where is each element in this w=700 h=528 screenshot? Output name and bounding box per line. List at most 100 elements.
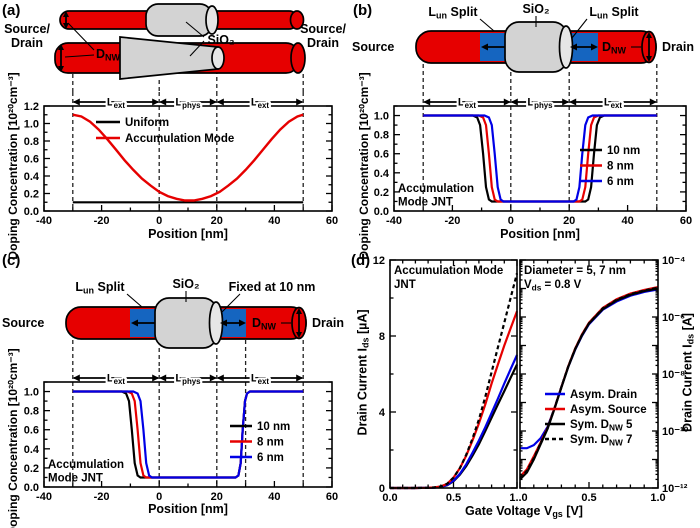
svg-text:0.0: 0.0 bbox=[24, 482, 39, 494]
panel-label-d: (d) bbox=[351, 252, 371, 269]
svg-text:0.2: 0.2 bbox=[374, 187, 389, 199]
svg-text:Lext: Lext bbox=[251, 373, 270, 387]
drain-label: Drain bbox=[662, 40, 694, 54]
source-drain-left-label: Source/ bbox=[4, 22, 50, 36]
guide-dashes bbox=[422, 64, 658, 92]
svg-text:0.6: 0.6 bbox=[24, 154, 39, 166]
svg-text:-20: -20 bbox=[444, 215, 460, 227]
sio2-label: SiO₂ bbox=[522, 2, 549, 16]
svg-text:6 nm: 6 nm bbox=[607, 176, 634, 188]
svg-text:20: 20 bbox=[211, 215, 223, 227]
svg-text:0.8: 0.8 bbox=[24, 136, 39, 148]
svg-text:40: 40 bbox=[268, 215, 280, 227]
svg-text:JNT: JNT bbox=[394, 279, 416, 291]
panel-label-b: (b) bbox=[353, 2, 373, 19]
svg-text:0.4: 0.4 bbox=[24, 171, 40, 183]
svg-text:Diameter = 5, 7 nm: Diameter = 5, 7 nm bbox=[524, 265, 626, 277]
svg-text:Lext: Lext bbox=[604, 97, 623, 111]
svg-text:0.2: 0.2 bbox=[24, 189, 39, 201]
dnw-label: DNW bbox=[252, 316, 277, 332]
svg-text:1.0: 1.0 bbox=[374, 111, 389, 123]
diameter-arrow bbox=[646, 32, 652, 62]
svg-text:4: 4 bbox=[379, 407, 386, 419]
source-drain-right-label2: Drain bbox=[307, 36, 339, 50]
svg-text:0: 0 bbox=[508, 215, 514, 227]
svg-text:60: 60 bbox=[326, 491, 338, 503]
svg-text:0.5: 0.5 bbox=[581, 492, 596, 504]
lun-split-left-label: Lun Split bbox=[428, 5, 478, 21]
svg-text:0.8: 0.8 bbox=[374, 130, 389, 142]
y-axis-title-d-left: Drain Current Ids [µA] bbox=[355, 309, 371, 436]
svg-text:10⁻⁸: 10⁻⁸ bbox=[662, 369, 685, 381]
svg-text:0.6: 0.6 bbox=[24, 425, 39, 437]
svg-text:-40: -40 bbox=[36, 491, 52, 503]
svg-text:1.0: 1.0 bbox=[24, 119, 39, 131]
lun-split-right-label: Lun Split bbox=[589, 5, 639, 21]
panel-label-a: (a) bbox=[2, 2, 21, 19]
y-axis-title-c: Doping Concentration [10²⁰cm⁻³] bbox=[6, 348, 20, 528]
svg-text:Accumulation: Accumulation bbox=[48, 459, 124, 471]
svg-text:12: 12 bbox=[373, 255, 385, 267]
svg-text:Lext: Lext bbox=[107, 373, 126, 387]
svg-text:60: 60 bbox=[326, 215, 338, 227]
svg-text:60: 60 bbox=[680, 215, 692, 227]
x-axis-title-d: Gate Voltage Vgs [V] bbox=[465, 504, 583, 519]
sio2-label: SiO₂ bbox=[207, 33, 234, 47]
svg-text:0.0: 0.0 bbox=[24, 206, 39, 218]
source-drain-right-label: Source/ bbox=[300, 22, 346, 36]
lun-arrow-left bbox=[481, 43, 505, 51]
guide-dashes bbox=[72, 340, 304, 368]
transfer-curve-chart-log: 0.0 0.5 1.0 10⁻⁴ 10⁻⁶ 10⁻⁸ 10⁻¹⁰ 10⁻¹² Asym. Dra… bbox=[512, 252, 697, 528]
svg-text:Lext: Lext bbox=[107, 97, 126, 111]
svg-text:Lphys: Lphys bbox=[175, 97, 201, 111]
svg-text:1.0: 1.0 bbox=[650, 492, 665, 504]
svg-text:20: 20 bbox=[211, 491, 223, 503]
diameter-arrow bbox=[63, 11, 69, 29]
panel-label-c: (c) bbox=[2, 252, 21, 269]
svg-text:Lphys: Lphys bbox=[175, 373, 201, 387]
svg-text:10⁻⁴: 10⁻⁴ bbox=[662, 255, 685, 267]
svg-text:-40: -40 bbox=[36, 215, 52, 227]
fixed-at-10nm-label: Fixed at 10 nm bbox=[229, 280, 316, 294]
svg-text:Accumulation Mode: Accumulation Mode bbox=[394, 265, 503, 277]
doping-profile-chart-b: -40 -20 0 20 40 60 0.0 0.2 0.4 0.6 0.8 1.0 Lext Lphys… bbox=[358, 92, 696, 257]
svg-text:Accumulation: Accumulation bbox=[398, 183, 474, 195]
svg-text:8: 8 bbox=[379, 331, 385, 343]
svg-text:Uniform: Uniform bbox=[125, 117, 169, 129]
x-axis-title-a: Position [nm] bbox=[148, 227, 228, 241]
svg-text:10 nm: 10 nm bbox=[257, 421, 290, 433]
doping-profile-chart-a: -40 -20 0 20 40 60 0.0 0.2 0.4 0.6 0.8 1.0 1.2 Lext Lp… bbox=[8, 92, 344, 257]
svg-text:0.0: 0.0 bbox=[374, 206, 389, 218]
lun-arrow-right bbox=[570, 43, 598, 51]
svg-text:-40: -40 bbox=[386, 215, 402, 227]
svg-text:6 nm: 6 nm bbox=[257, 452, 284, 464]
top-nanowire bbox=[59, 3, 305, 37]
gate-oxide bbox=[504, 21, 568, 73]
y-axis-title-b: Doping Concentration [10²⁰cm⁻³] bbox=[357, 72, 371, 260]
svg-text:0.0: 0.0 bbox=[382, 492, 397, 504]
svg-text:0.4: 0.4 bbox=[374, 168, 390, 180]
svg-text:Lphys: Lphys bbox=[527, 97, 553, 111]
svg-text:-20: -20 bbox=[94, 215, 110, 227]
svg-text:Sym. DNW 7: Sym. DNW 7 bbox=[570, 434, 632, 448]
y-axis-title-a: Doping Concentration [10²⁰cm⁻³] bbox=[6, 72, 20, 260]
dnw-label: DNW bbox=[96, 47, 121, 63]
svg-text:0: 0 bbox=[379, 483, 385, 495]
svg-text:20: 20 bbox=[563, 215, 575, 227]
svg-text:10⁻⁶: 10⁻⁶ bbox=[662, 312, 685, 324]
doping-profile-chart-c: -40 -20 0 20 40 60 0.0 0.2 0.4 0.6 0.8 1.0 Lext Lphys… bbox=[8, 368, 344, 528]
device-schematic-a: DNW Source/ Drain Source/ Drain SiO₂ bbox=[4, 3, 346, 92]
gate-oxide bbox=[145, 3, 213, 37]
svg-text:0.5: 0.5 bbox=[446, 492, 461, 504]
svg-text:Vds = 0.8 V: Vds = 0.8 V bbox=[524, 279, 582, 293]
svg-text:40: 40 bbox=[268, 491, 280, 503]
svg-text:Sym. DNW 5: Sym. DNW 5 bbox=[570, 419, 633, 433]
svg-text:Mode JNT: Mode JNT bbox=[398, 197, 453, 209]
svg-text:10 nm: 10 nm bbox=[607, 145, 640, 157]
svg-text:0.8: 0.8 bbox=[24, 406, 39, 418]
device-schematic-c: DNW Lun Split SiO₂ Fixed at 10 nm Source… bbox=[2, 277, 344, 368]
svg-text:Asym. Drain: Asym. Drain bbox=[570, 389, 637, 401]
svg-text:Lext: Lext bbox=[458, 97, 477, 111]
svg-text:0: 0 bbox=[156, 215, 162, 227]
